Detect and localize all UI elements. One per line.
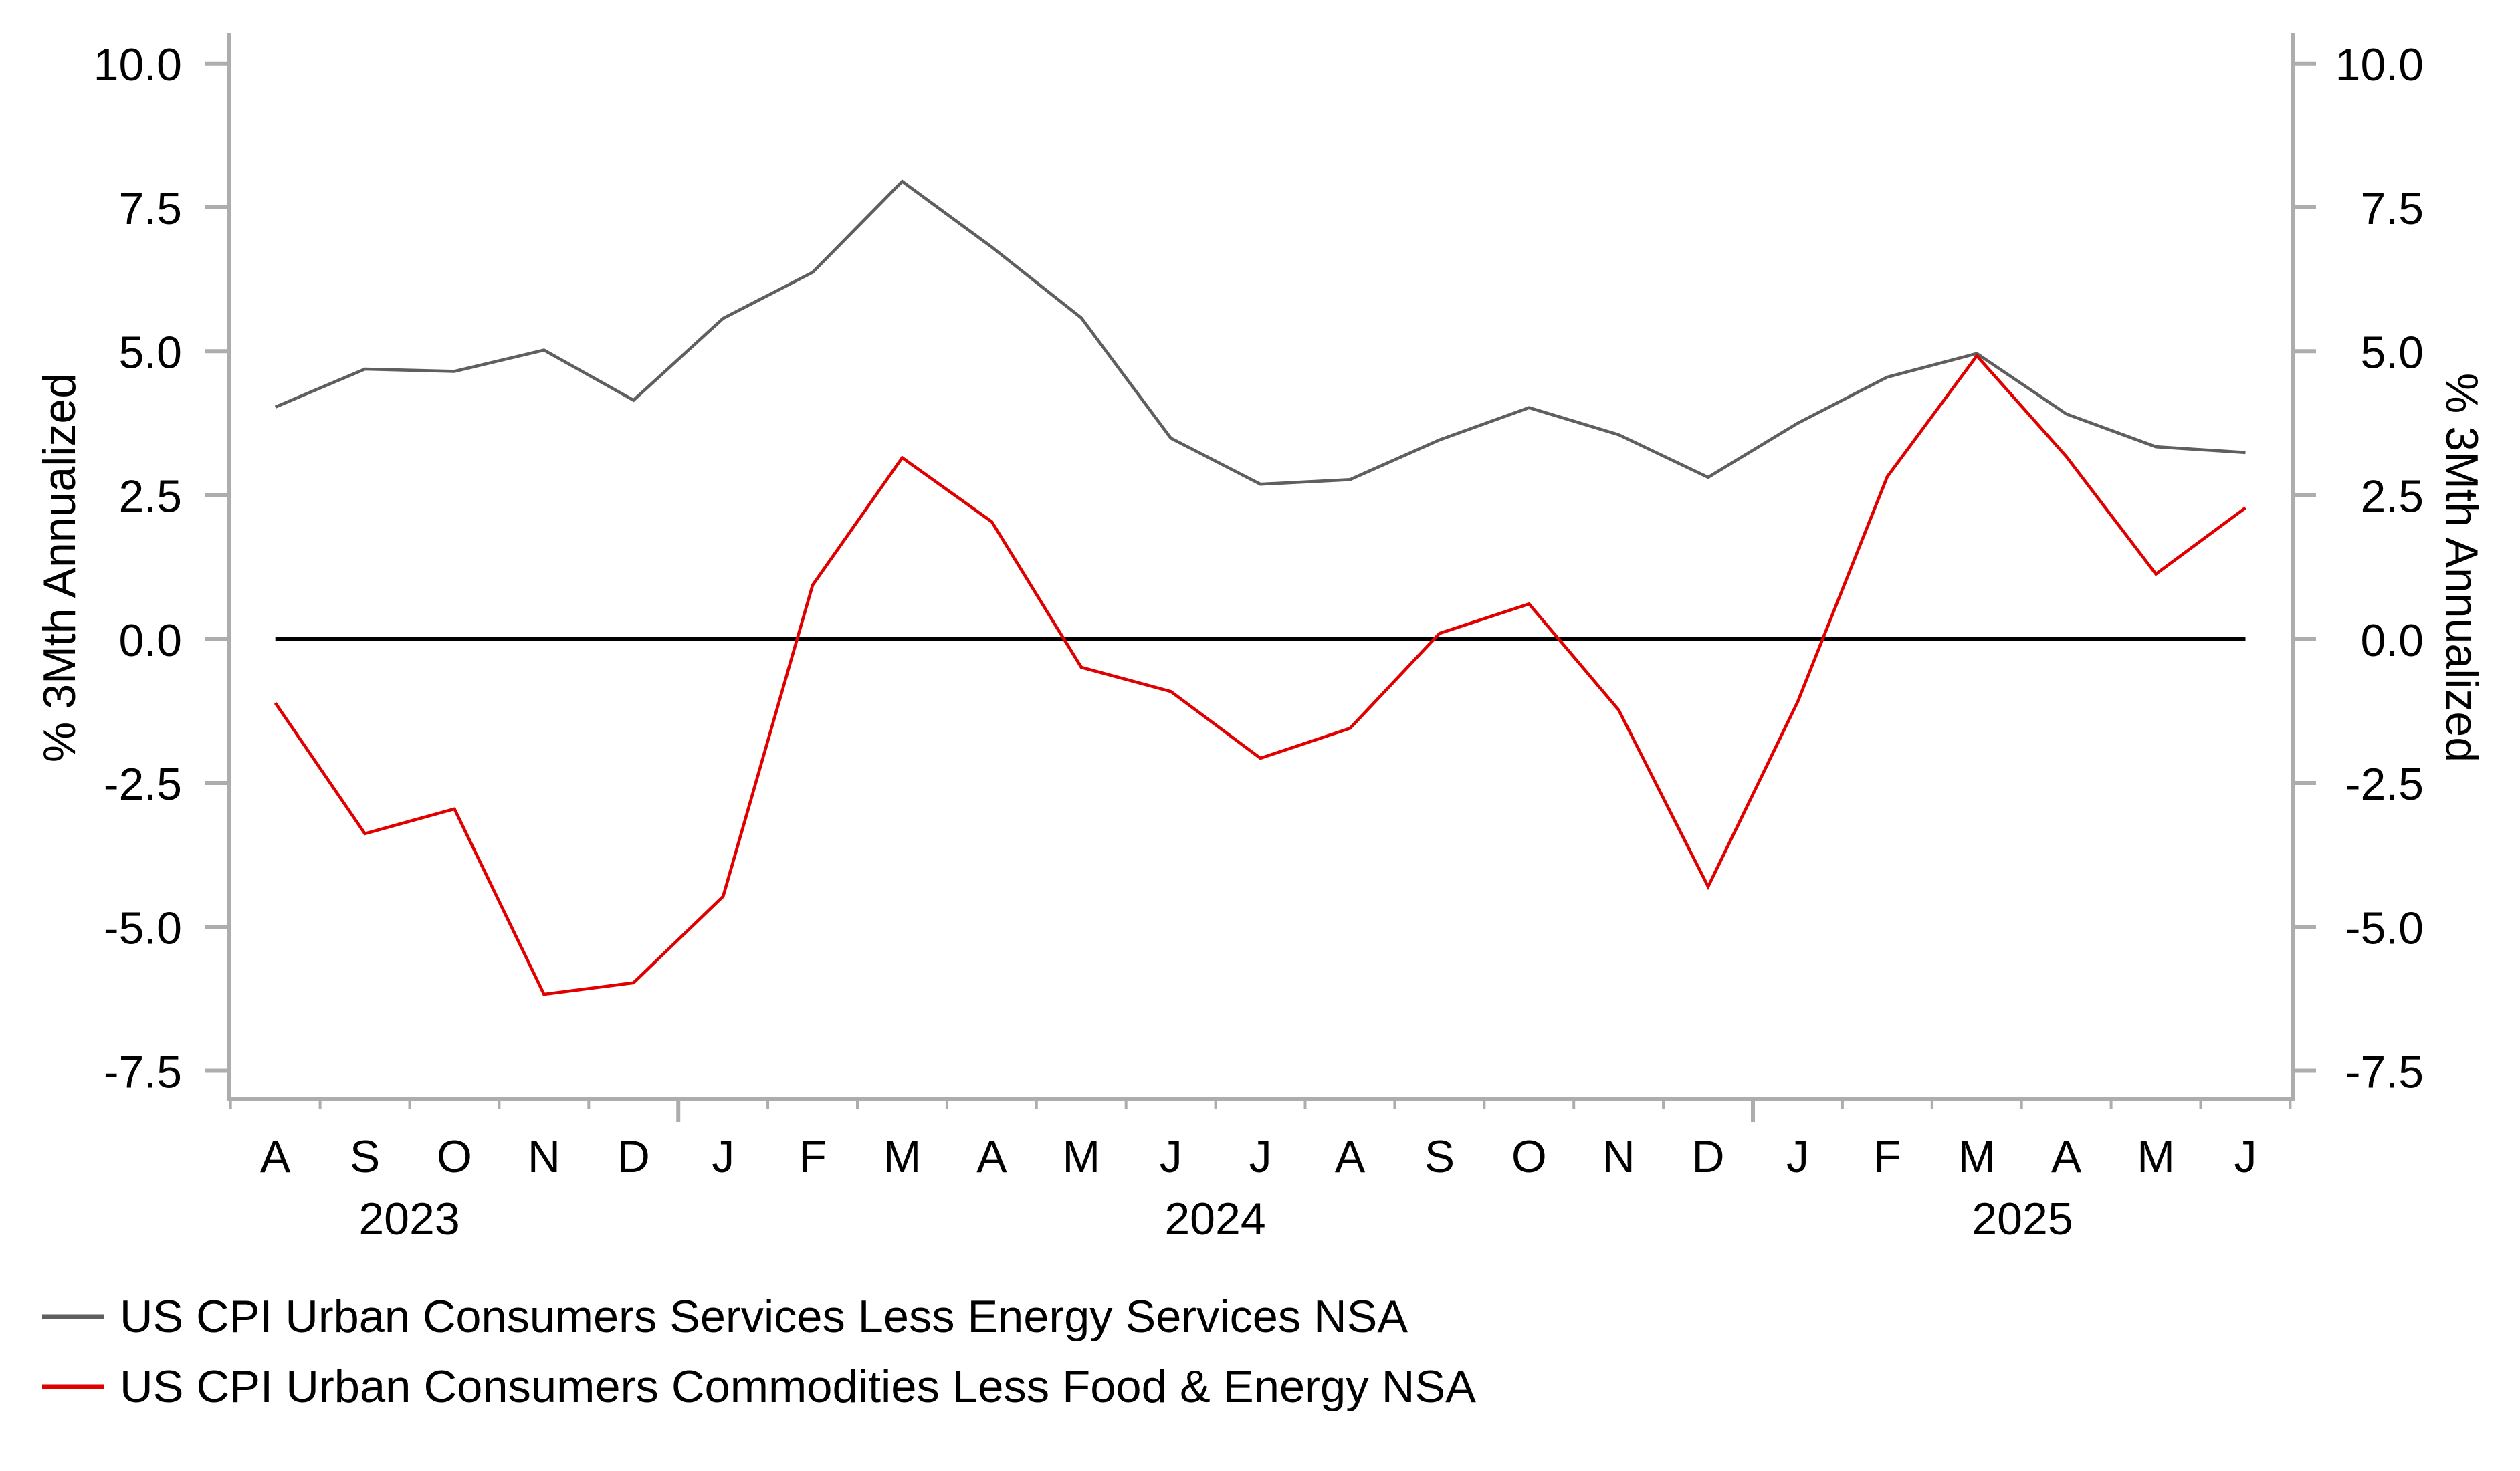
x-month-label: F <box>1873 1131 1901 1182</box>
right-y-ticks: 10.0 7.5 5.0 2.5 0.0 -2.5 -5.0 -7.5 <box>2293 39 2424 1098</box>
x-month-label: M <box>883 1131 922 1182</box>
legend-label-services: US CPI Urban Consumers Services Less Ene… <box>120 1291 1408 1342</box>
legend-label-commodities: US CPI Urban Consumers Commodities Less … <box>120 1361 1477 1412</box>
x-month-label: J <box>1160 1131 1182 1182</box>
x-ticks: A S O N D J F M A M J J A S O N D J F M A M J 2023 2024 2025 <box>229 1099 2292 1244</box>
left-y-ticks: 10.0 7.5 5.0 2.5 0.0 -2.5 -5.0 -7.5 <box>94 39 229 1098</box>
x-month-label: D <box>1692 1131 1725 1182</box>
x-month-label: A <box>2051 1131 2082 1182</box>
x-month-label: N <box>528 1131 560 1182</box>
right-y-tick-label: 10.0 <box>2335 39 2424 90</box>
x-month-label: A <box>976 1131 1007 1182</box>
x-month-label: O <box>437 1131 472 1182</box>
x-month-label: O <box>1511 1131 1547 1182</box>
x-month-label: A <box>260 1131 291 1182</box>
left-y-tick-label: 7.5 <box>118 183 182 234</box>
left-y-tick-label: 0.0 <box>118 615 182 666</box>
x-month-label: D <box>617 1131 650 1182</box>
x-month-label: A <box>1335 1131 1366 1182</box>
right-axis-title: % 3Mth Annualized <box>2436 373 2487 762</box>
legend-item-services: US CPI Urban Consumers Services Less Ene… <box>42 1291 1408 1342</box>
right-y-tick-label: 2.5 <box>2360 471 2424 522</box>
legend-item-commodities: US CPI Urban Consumers Commodities Less … <box>42 1361 1477 1412</box>
x-month-label: J <box>712 1131 734 1182</box>
x-month-label: M <box>1062 1131 1100 1182</box>
x-month-label: J <box>1249 1131 1272 1182</box>
right-y-tick-label: 0.0 <box>2360 615 2424 666</box>
left-y-tick-label: 2.5 <box>118 471 182 522</box>
services-less-energy-line <box>274 179 2246 486</box>
right-y-tick-label: -5.0 <box>2345 903 2424 953</box>
axes <box>227 33 2295 1101</box>
left-y-tick-label: -5.0 <box>104 903 182 953</box>
left-y-tick-label: 5.0 <box>118 327 182 378</box>
right-y-tick-label: -7.5 <box>2345 1047 2424 1098</box>
right-y-tick-label: 7.5 <box>2360 183 2424 234</box>
core-goods-line <box>274 353 2246 996</box>
legend: US CPI Urban Consumers Services Less Ene… <box>42 1291 1477 1412</box>
left-y-tick-label: -7.5 <box>104 1047 182 1098</box>
x-year-label: 2023 <box>358 1194 459 1244</box>
x-year-label: 2025 <box>1972 1194 2073 1244</box>
series-group <box>274 179 2246 996</box>
x-year-label: 2024 <box>1164 1194 1265 1244</box>
series-services-less-energy-line <box>274 179 2246 486</box>
x-month-label: J <box>2234 1131 2257 1182</box>
x-month-label: S <box>350 1131 380 1182</box>
series-core-goods-line <box>274 353 2246 996</box>
x-month-label: M <box>2137 1131 2175 1182</box>
x-month-label: F <box>799 1131 827 1182</box>
left-y-tick-label: 10.0 <box>94 39 182 90</box>
left-axis-title: % 3Mth Annualized <box>34 373 85 762</box>
right-y-tick-label: -2.5 <box>2345 759 2424 810</box>
right-y-tick-label: 5.0 <box>2360 327 2424 378</box>
x-month-label: S <box>1425 1131 1455 1182</box>
left-y-tick-label: -2.5 <box>104 759 182 810</box>
x-month-label: N <box>1602 1131 1635 1182</box>
x-month-label: M <box>1958 1131 1996 1182</box>
x-month-label: J <box>1786 1131 1809 1182</box>
